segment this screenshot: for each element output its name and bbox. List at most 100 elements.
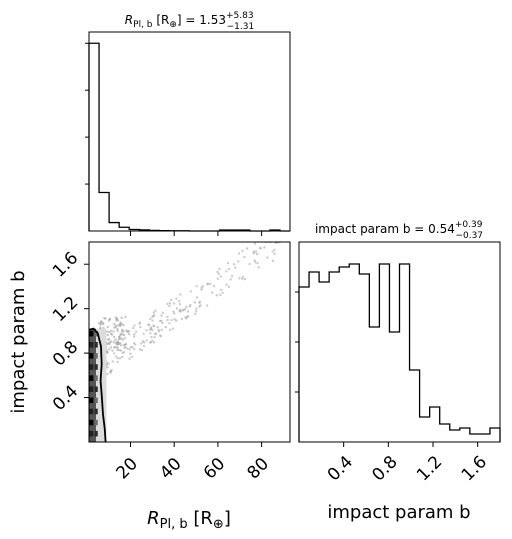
scatter-point — [115, 317, 119, 320]
scatter-point — [111, 349, 114, 352]
scatter-point — [186, 310, 190, 313]
impact-hist-xtick-label: 1.6 — [458, 452, 491, 485]
impact-hist-xtick-label: 0.4 — [324, 452, 357, 485]
scatter-point — [114, 324, 118, 327]
scatter-point — [175, 297, 178, 300]
scatter-point — [237, 260, 240, 263]
scatter-x-ticks: 20 40 60 80 — [112, 442, 273, 483]
impact-hist-xtick-label: 1.2 — [413, 452, 446, 485]
scatter-point — [195, 296, 199, 299]
scatter-xtick-label: 80 — [244, 454, 273, 483]
density-cell — [89, 353, 94, 359]
scatter-point — [168, 304, 171, 308]
scatter-point — [227, 285, 231, 289]
scatter-point — [178, 302, 182, 306]
density-cell — [94, 353, 98, 359]
scatter-point — [160, 319, 163, 323]
scatter-point — [118, 323, 121, 326]
impact-hist-xtick-label: 0.8 — [368, 452, 401, 485]
scatter-point — [178, 308, 182, 312]
scatter-point — [254, 261, 257, 264]
scatter-point — [175, 319, 178, 322]
scatter-point — [113, 346, 116, 349]
scatter-point — [147, 323, 150, 326]
scatter-point — [169, 298, 173, 302]
scatter-point — [141, 340, 145, 343]
scatter-point — [116, 327, 119, 331]
scatter-point — [104, 317, 107, 320]
scatter-point — [149, 317, 152, 321]
scatter-point — [150, 335, 153, 339]
scatter-point — [149, 332, 152, 335]
scatter-point — [158, 334, 162, 337]
scatter-ytick-label: 1.6 — [49, 248, 82, 281]
scatter-point — [125, 329, 128, 332]
scatter-point — [112, 326, 116, 329]
scatter-point — [149, 340, 152, 344]
scatter-point — [229, 278, 232, 281]
scatter-point — [256, 261, 259, 265]
scatter-point — [109, 340, 112, 344]
scatter-point — [225, 270, 228, 273]
radius-histogram-step — [88, 42, 290, 232]
scatter-point — [180, 317, 184, 321]
scatter-point — [211, 291, 214, 294]
scatter-point — [227, 267, 231, 271]
scatter-point — [157, 328, 160, 332]
scatter-point — [120, 316, 123, 320]
impact-histogram-y-ticks — [295, 291, 299, 393]
scatter-point — [173, 312, 176, 315]
scatter-point — [132, 333, 136, 336]
scatter-point — [200, 288, 203, 291]
density-cell — [94, 408, 98, 415]
scatter-point — [108, 317, 112, 321]
scatter-point — [252, 252, 256, 255]
scatter-point — [112, 340, 116, 344]
density-cell — [94, 330, 98, 337]
scatter-point — [151, 328, 154, 332]
scatter-point — [114, 338, 117, 341]
scatter-x-label: RPl, b [R⊕] — [147, 508, 231, 532]
density-cell — [89, 375, 94, 381]
scatter-point — [106, 325, 110, 329]
scatter-point — [259, 246, 262, 250]
scatter-point — [219, 288, 223, 292]
scatter-point — [266, 256, 269, 259]
scatter-point — [120, 330, 124, 334]
scatter-point — [206, 283, 209, 286]
scatter-panel: 20 40 60 80 0.4 0.8 1.2 1.6 RPl, b [R⊕] impact… — [8, 241, 291, 532]
scatter-point — [119, 344, 123, 347]
scatter-point — [112, 322, 116, 326]
scatter-point — [160, 328, 163, 332]
scatter-point — [257, 266, 260, 269]
scatter-point — [185, 305, 188, 309]
scatter-point — [195, 307, 198, 310]
density-cell — [94, 419, 98, 426]
scatter-point — [273, 248, 276, 251]
radius-histogram-title: RPl, b [R⊕] = 1.53+5.83 −1.31 — [125, 11, 254, 32]
scatter-point — [124, 346, 127, 349]
scatter-point — [219, 293, 222, 297]
scatter-point — [116, 360, 119, 364]
scatter-point — [193, 301, 196, 304]
scatter-point — [99, 322, 102, 325]
scatter-point — [245, 247, 249, 250]
scatter-point — [106, 333, 110, 337]
scatter-point — [138, 348, 142, 351]
scatter-point — [128, 357, 131, 360]
scatter-point — [177, 300, 181, 303]
scatter-point — [212, 284, 216, 288]
impact-histogram-title: impact param b = 0.54+0.39 −0.37 — [315, 220, 483, 241]
scatter-point — [116, 348, 119, 352]
scatter-point — [166, 302, 169, 306]
scatter-frame — [88, 241, 291, 443]
scatter-point — [153, 336, 156, 339]
scatter-point — [189, 290, 193, 293]
scatter-point — [127, 333, 131, 336]
scatter-point — [226, 262, 230, 265]
scatter-point — [151, 339, 154, 343]
scatter-point — [161, 321, 164, 325]
scatter-point — [121, 338, 125, 342]
scatter-point — [156, 325, 159, 329]
scatter-point — [241, 249, 244, 253]
